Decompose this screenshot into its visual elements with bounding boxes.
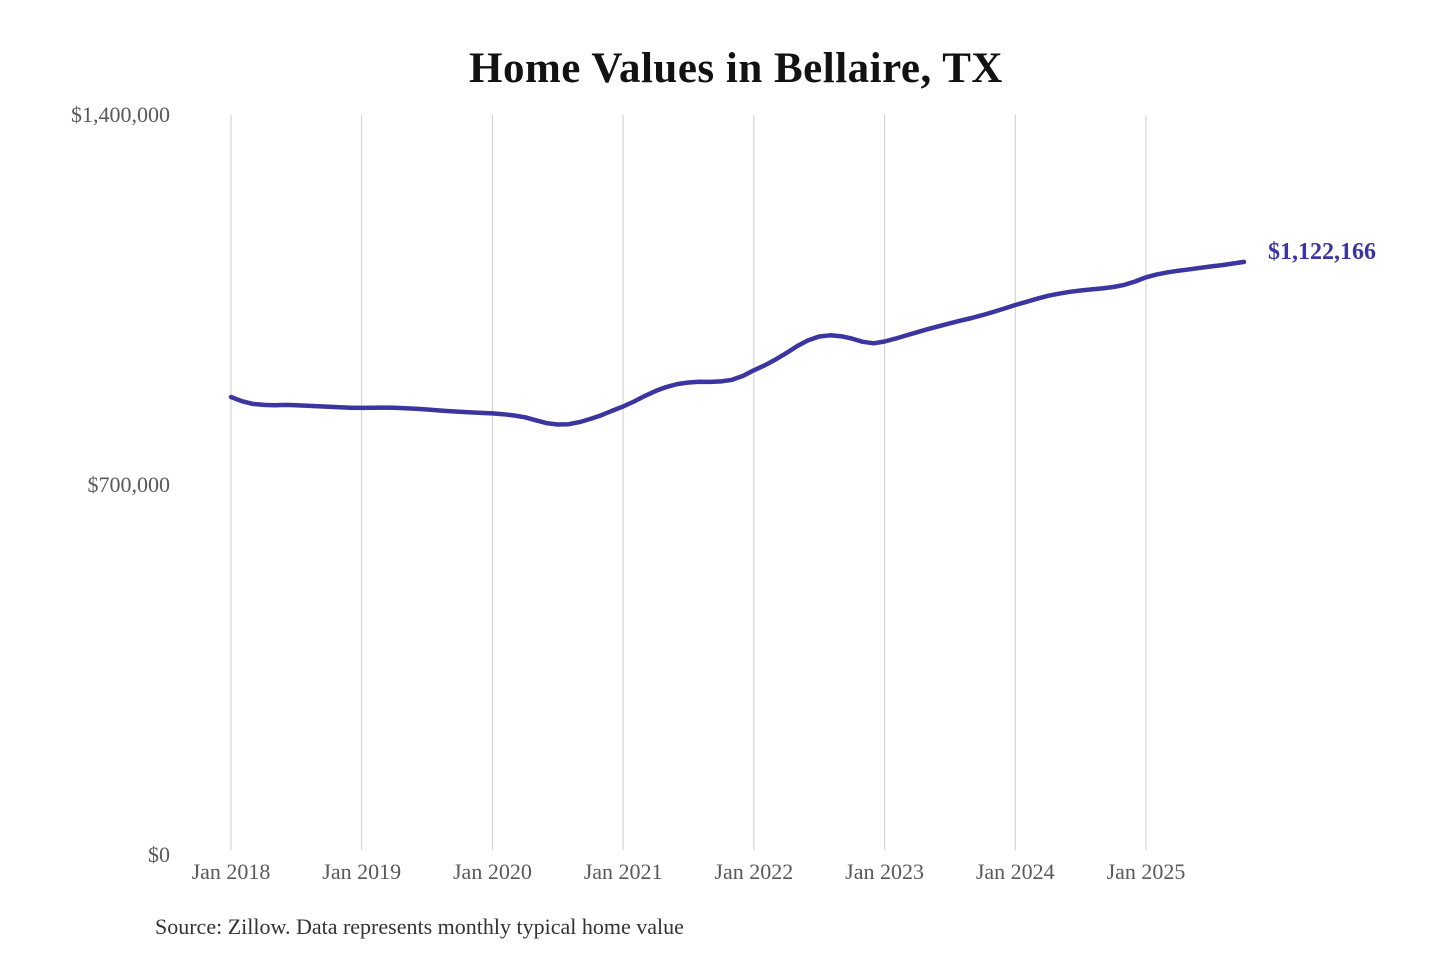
- x-tick-label: Jan 2018: [191, 859, 271, 884]
- x-tick-label: Jan 2024: [975, 859, 1055, 884]
- current-value-label: $1,122,166: [1268, 238, 1377, 265]
- chart-title: Home Values in Bellaire, TX: [469, 45, 1003, 92]
- y-tick-label: $1,400,000: [71, 102, 170, 127]
- source-note: Source: Zillow. Data represents monthly …: [155, 914, 684, 939]
- x-tick-label: Jan 2022: [714, 859, 794, 884]
- x-tick-label: Jan 2019: [322, 859, 402, 884]
- x-tick-label: Jan 2023: [845, 859, 924, 884]
- gridlines-group: [230, 115, 1147, 850]
- x-tick-label: Jan 2020: [453, 859, 532, 884]
- x-tick-label: Jan 2025: [1106, 859, 1186, 884]
- x-tick-label: Jan 2021: [583, 859, 663, 884]
- home-value-line: [228, 259, 1247, 427]
- y-tick-label: $700,000: [87, 472, 171, 497]
- y-tick-label: $0: [148, 842, 170, 867]
